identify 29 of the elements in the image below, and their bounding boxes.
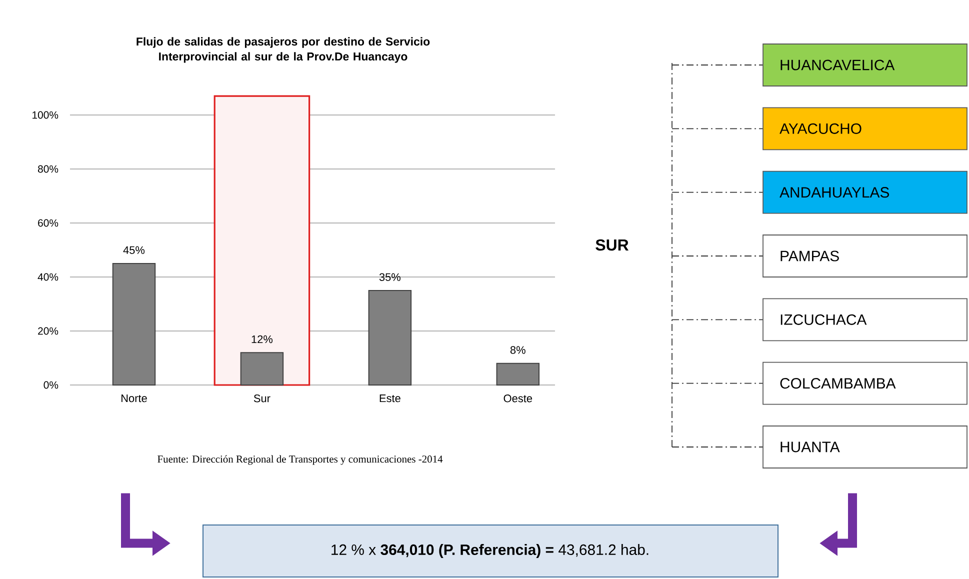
source-note: Fuente: Dirección Regional de Transportes y comunicaciones -2014 [158, 455, 443, 465]
text: 12 % x 364,010 (P. Referencia) = 43,681.2 hab. [332, 544, 648, 558]
y-tick-label: 100% [32, 111, 58, 119]
category-label: AYACUCHO [780, 123, 862, 134]
category-label: HUANCAVELICA [780, 60, 895, 70]
y-tick-label: 40% [38, 273, 58, 281]
category-label: HUANTA [780, 442, 840, 452]
text: SUR [596, 239, 629, 251]
chart-title: Flujo de salidas de pasajeros por destino de Servicio Interprovincial al sur de la Prov.De Huancayo [136, 37, 430, 63]
x-tick-label: Este [380, 394, 400, 402]
category-label: IZCUCHACA [780, 314, 867, 325]
x-tick-label: Sur [254, 394, 270, 402]
bar [496, 362, 540, 386]
data-label: 35% [379, 273, 400, 281]
category-label: COLCAMBAMBA [780, 378, 896, 389]
x-tick-label: Oeste [504, 394, 532, 402]
bar [240, 352, 284, 386]
x-tick-label: Norte [121, 394, 147, 402]
bar [112, 262, 156, 386]
data-label: 12% [252, 335, 273, 344]
category-label: ANDAHUAYLAS [780, 187, 890, 198]
bar [368, 290, 412, 386]
y-tick-label: 0% [44, 381, 58, 389]
y-tick-label: 60% [38, 219, 58, 227]
data-label: 8% [510, 346, 526, 354]
data-label: 45% [123, 246, 145, 254]
category-label: PAMPAS [780, 250, 839, 262]
y-tick-label: 80% [38, 165, 58, 173]
y-tick-label: 20% [38, 327, 58, 335]
